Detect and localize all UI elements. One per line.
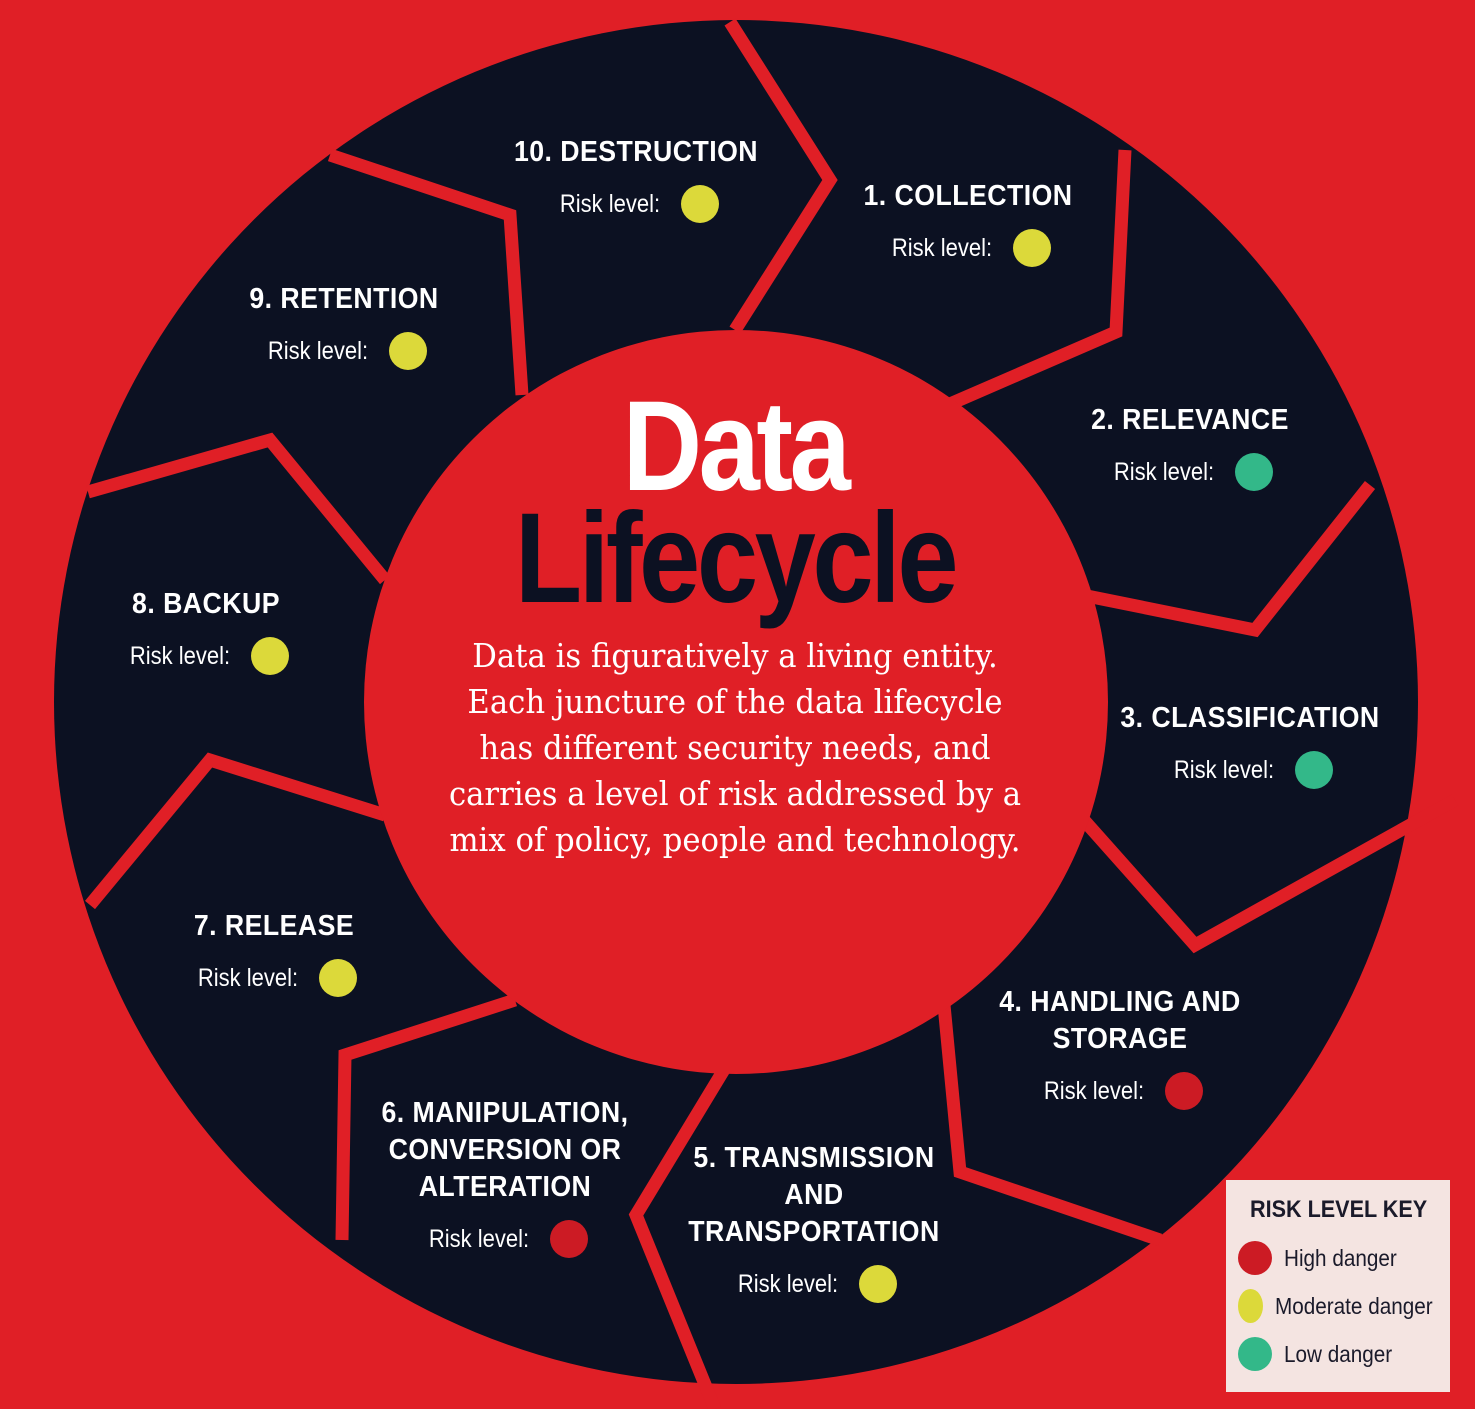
stage-title-line: 10. DESTRUCTION bbox=[513, 136, 759, 168]
risk-label: Risk level: bbox=[737, 1269, 839, 1298]
risk-label: Risk level: bbox=[267, 336, 369, 365]
risk-label: Risk level: bbox=[1043, 1076, 1145, 1105]
stage-transmission-and-transportation: 5. TRANSMISSION AND TRANSPORTATION Risk … bbox=[644, 1140, 984, 1303]
risk-indicator-moderate bbox=[388, 332, 427, 370]
stage-title-line: 7. RELEASE bbox=[193, 910, 355, 942]
risk-indicator-moderate bbox=[1012, 229, 1051, 267]
legend-title: RISK LEVEL KEY bbox=[1249, 1196, 1428, 1223]
segment-divider bbox=[724, 18, 838, 334]
risk-row: Risk level: bbox=[950, 1072, 1290, 1110]
segment-divider bbox=[335, 993, 518, 1241]
risk-label: Risk level: bbox=[891, 233, 993, 262]
legend-label: Low danger bbox=[1284, 1340, 1393, 1367]
center-description: Data is figuratively a living entity. Ea… bbox=[448, 636, 1022, 859]
stage-title-line: 1. COLLECTION bbox=[863, 180, 1073, 212]
risk-row: Risk level: bbox=[335, 1220, 675, 1258]
risk-label: Risk level: bbox=[197, 963, 299, 992]
legend-dot-moderate bbox=[1238, 1289, 1263, 1323]
risk-indicator-moderate bbox=[858, 1265, 897, 1303]
stage-title-line: AND bbox=[784, 1179, 844, 1211]
stage-title: 8. BACKUP bbox=[50, 586, 363, 623]
stage-title-line: 9. RETENTION bbox=[249, 283, 439, 315]
segment-divider bbox=[947, 149, 1132, 410]
segment-divider bbox=[628, 1064, 731, 1409]
stage-title: 2. RELEVANCE bbox=[1034, 402, 1347, 439]
risk-indicator-low bbox=[1294, 751, 1333, 789]
legend-item-low: Low danger bbox=[1238, 1330, 1450, 1378]
risk-row: Risk level: bbox=[1080, 751, 1420, 789]
stage-title: 4. HANDLING AND STORAGE bbox=[964, 984, 1277, 1058]
risk-row: Risk level: bbox=[104, 959, 444, 997]
legend-item-moderate: Moderate danger bbox=[1238, 1282, 1450, 1330]
title-data: Data bbox=[622, 375, 851, 518]
stage-title-line: 5. TRANSMISSION bbox=[693, 1142, 935, 1174]
segment-divider bbox=[1080, 480, 1376, 638]
risk-row: Risk level: bbox=[798, 229, 1138, 267]
stage-title: 7. RELEASE bbox=[118, 908, 431, 945]
risk-row: Risk level: bbox=[174, 332, 514, 370]
stage-classification: 3. CLASSIFICATION Risk level: bbox=[1080, 700, 1420, 789]
stage-backup: 8. BACKUP Risk level: bbox=[36, 586, 376, 675]
stage-title: 9. RETENTION bbox=[188, 281, 501, 318]
risk-label: Risk level: bbox=[559, 189, 661, 218]
legend-dot-high bbox=[1238, 1241, 1272, 1275]
risk-indicator-moderate bbox=[680, 185, 719, 223]
risk-label: Risk level: bbox=[129, 641, 231, 670]
stage-handling-and-storage: 4. HANDLING AND STORAGE Risk level: bbox=[950, 984, 1290, 1110]
legend-label: High danger bbox=[1284, 1244, 1397, 1271]
risk-indicator-high bbox=[549, 1220, 588, 1258]
segment-divider bbox=[84, 752, 387, 910]
segment-divider bbox=[1077, 794, 1459, 954]
legend-item-high: High danger bbox=[1238, 1234, 1450, 1282]
stage-title-line: TRANSPORTATION bbox=[688, 1216, 940, 1248]
segment-divider bbox=[327, 148, 529, 396]
stage-title-line: 2. RELEVANCE bbox=[1091, 404, 1289, 436]
stage-title-line: 6. MANIPULATION, bbox=[381, 1097, 629, 1129]
stage-title: 3. CLASSIFICATION bbox=[1094, 700, 1407, 737]
risk-row: Risk level: bbox=[644, 1265, 984, 1303]
risk-row: Risk level: bbox=[36, 637, 376, 675]
segment-divider bbox=[937, 1004, 1163, 1247]
stage-release: 7. RELEASE Risk level: bbox=[104, 908, 444, 997]
risk-indicator-high bbox=[1164, 1072, 1203, 1110]
stage-title: 6. MANIPULATION, CONVERSION OR ALTERATIO… bbox=[349, 1095, 662, 1206]
risk-label: Risk level: bbox=[1113, 457, 1215, 486]
stage-title-line: CONVERSION OR bbox=[388, 1134, 622, 1166]
stage-relevance: 2. RELEVANCE Risk level: bbox=[1020, 402, 1360, 491]
risk-label: Risk level: bbox=[428, 1224, 530, 1253]
risk-label: Risk level: bbox=[1173, 755, 1275, 784]
risk-row: Risk level: bbox=[466, 185, 806, 223]
risk-indicator-moderate bbox=[318, 959, 357, 997]
risk-indicator-low bbox=[1234, 453, 1273, 491]
stage-retention: 9. RETENTION Risk level: bbox=[174, 281, 514, 370]
risk-indicator-moderate bbox=[250, 637, 289, 675]
segment-divider bbox=[86, 432, 391, 585]
stage-manipulation-conversion-alteration: 6. MANIPULATION, CONVERSION OR ALTERATIO… bbox=[335, 1095, 675, 1258]
stage-title: 10. DESTRUCTION bbox=[480, 134, 793, 171]
stage-title: 1. COLLECTION bbox=[812, 178, 1125, 215]
stage-title: 5. TRANSMISSION AND TRANSPORTATION bbox=[658, 1140, 971, 1251]
legend-label: Moderate danger bbox=[1274, 1292, 1433, 1319]
stage-title-line: ALTERATION bbox=[418, 1171, 592, 1203]
legend-dot-low bbox=[1238, 1337, 1272, 1371]
stage-collection: 1. COLLECTION Risk level: bbox=[798, 178, 1138, 267]
stage-title-line: 8. BACKUP bbox=[132, 588, 280, 620]
center-disc bbox=[364, 330, 1108, 1074]
segment-dividers bbox=[84, 18, 1459, 1409]
stage-destruction: 10. DESTRUCTION Risk level: bbox=[466, 134, 806, 223]
stage-title-line: 4. HANDLING AND bbox=[999, 986, 1241, 1018]
title-lifecycle: Lifecycle bbox=[514, 487, 959, 630]
center-panel: Data Lifecycle Data is figuratively a li… bbox=[365, 375, 1105, 1028]
risk-level-key: RISK LEVEL KEY High danger Moderate dang… bbox=[1226, 1180, 1450, 1392]
stage-title-line: STORAGE bbox=[1052, 1023, 1188, 1055]
stage-title-line: 3. CLASSIFICATION bbox=[1120, 702, 1380, 734]
risk-row: Risk level: bbox=[1020, 453, 1360, 491]
